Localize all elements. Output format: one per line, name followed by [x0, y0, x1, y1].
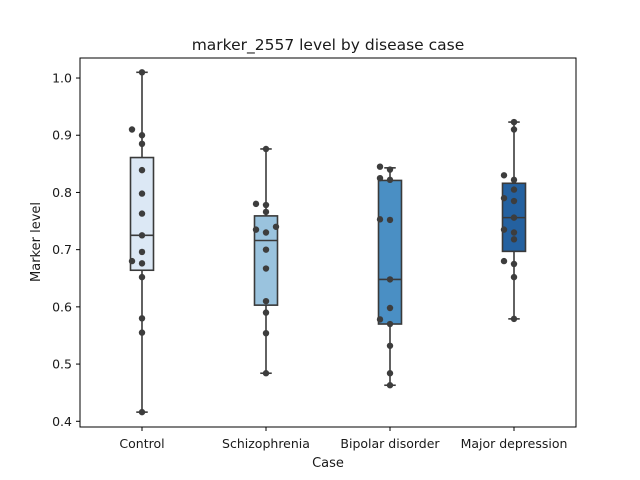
data-point	[138, 248, 146, 256]
data-point	[262, 265, 270, 272]
data-point	[386, 276, 394, 283]
data-point	[138, 166, 146, 174]
box	[377, 179, 403, 325]
y-axis-label: Marker level	[29, 202, 44, 282]
data-point	[510, 229, 518, 236]
chart-title: marker_2557 level by disease case	[192, 36, 465, 55]
data-point	[510, 260, 518, 268]
data-point	[138, 232, 146, 239]
box	[253, 215, 279, 306]
data-point	[500, 194, 508, 202]
data-point	[376, 216, 384, 223]
data-point	[128, 257, 136, 265]
data-point	[510, 315, 518, 323]
data-point	[386, 342, 394, 349]
data-point	[138, 315, 146, 322]
data-point	[138, 140, 146, 148]
data-point	[262, 370, 270, 377]
data-point	[262, 309, 270, 316]
y-tick-label: 1.0	[52, 71, 72, 86]
data-point	[376, 316, 384, 323]
data-point	[138, 69, 146, 76]
x-axis-label: Case	[312, 456, 344, 471]
data-point	[262, 208, 270, 216]
data-point	[510, 186, 518, 193]
data-point	[500, 257, 508, 265]
data-point	[138, 132, 146, 139]
data-point	[128, 126, 136, 133]
data-point	[510, 197, 518, 205]
data-point	[386, 216, 394, 224]
data-point	[262, 201, 270, 209]
data-point	[272, 223, 280, 230]
data-point	[386, 304, 394, 312]
x-tick-label: Control	[119, 436, 164, 451]
data-point	[138, 408, 146, 416]
data-point	[386, 166, 394, 173]
data-point	[262, 297, 270, 305]
data-point	[510, 236, 518, 243]
data-point	[510, 214, 518, 221]
data-point	[262, 229, 270, 236]
data-point	[376, 163, 384, 170]
y-tick-label: 0.6	[52, 299, 72, 314]
data-point	[510, 126, 518, 133]
data-point	[386, 320, 394, 328]
y-tick-label: 0.5	[52, 357, 72, 372]
data-point	[386, 176, 394, 184]
data-point	[386, 370, 394, 377]
data-point	[500, 172, 508, 179]
data-point	[262, 329, 270, 337]
plot-frame	[79, 57, 577, 428]
data-point	[138, 273, 146, 281]
y-tick-label: 0.9	[52, 128, 72, 143]
data-point	[262, 145, 270, 153]
x-tick-label: Schizophrenia	[222, 436, 310, 451]
data-point	[138, 210, 146, 217]
y-tick-label: 0.7	[52, 242, 72, 257]
data-point	[386, 382, 394, 389]
data-point	[500, 226, 508, 233]
data-point	[138, 260, 146, 267]
data-point	[252, 200, 260, 208]
y-tick-label: 0.4	[52, 414, 72, 429]
x-tick-label: Bipolar disorder	[340, 436, 440, 451]
plot-area: 0.4 0.5 0.6 0.7 0.8 0.9 1.0 Control Schizophreni…	[52, 69, 567, 451]
data-point	[138, 329, 146, 336]
data-point	[510, 273, 518, 281]
data-point	[510, 118, 518, 126]
data-point	[262, 246, 270, 253]
y-tick-label: 0.8	[52, 185, 72, 200]
data-point	[252, 226, 260, 233]
data-point	[376, 174, 384, 182]
data-point	[138, 190, 146, 197]
x-tick-label: Major depression	[461, 436, 568, 451]
data-point	[510, 176, 518, 184]
